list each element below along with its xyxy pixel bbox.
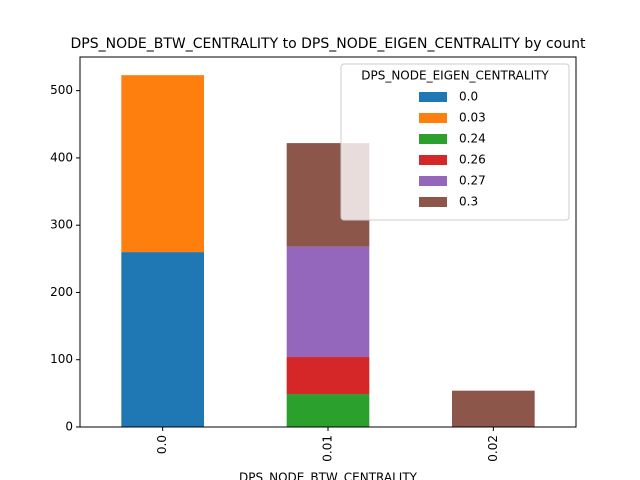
x-axis-label: DPS_NODE_BTW_CENTRALITY — [239, 471, 418, 480]
x-tick-label: 0.02 — [486, 435, 500, 462]
legend-swatch — [419, 92, 447, 102]
plot-frame — [79, 56, 577, 428]
legend-title: DPS_NODE_EIGEN_CENTRALITY — [361, 69, 549, 83]
legend-swatch — [419, 197, 447, 207]
y-tick-label: 400 — [50, 150, 73, 164]
legend: DPS_NODE_EIGEN_CENTRALITY 0.0 0.03 0.24 0.26… — [340, 63, 570, 221]
legend-label: 0.24 — [459, 132, 486, 146]
legend-label: 0.0 — [459, 90, 478, 104]
bar-segment — [286, 357, 370, 395]
legend-label: 0.3 — [459, 195, 478, 209]
bar-segment — [121, 75, 204, 253]
legend-box — [340, 63, 570, 221]
y-tick-label: 300 — [50, 218, 73, 232]
x-tick-label: 0.01 — [321, 435, 335, 462]
bar-segment — [286, 394, 370, 427]
y-tick-label: 200 — [50, 285, 73, 299]
legend-label: 0.27 — [459, 174, 486, 188]
legend-swatch — [419, 176, 447, 186]
bar-segment — [121, 252, 204, 427]
x-tick-label: 0.0 — [155, 435, 169, 454]
chart-title: DPS_NODE_BTW_CENTRALITY to DPS_NODE_EIGE… — [71, 36, 586, 52]
legend-label: 0.26 — [459, 153, 486, 167]
legend-label: 0.03 — [459, 111, 486, 125]
y-tick-label: 100 — [50, 352, 73, 366]
legend-swatch — [419, 155, 447, 165]
bar-segment — [452, 390, 535, 427]
y-tick-label: 0 — [65, 420, 73, 434]
legend-swatch — [419, 113, 447, 123]
y-tick-label: 500 — [50, 83, 73, 97]
legend-swatch — [419, 134, 447, 144]
bar-segment — [286, 246, 370, 358]
